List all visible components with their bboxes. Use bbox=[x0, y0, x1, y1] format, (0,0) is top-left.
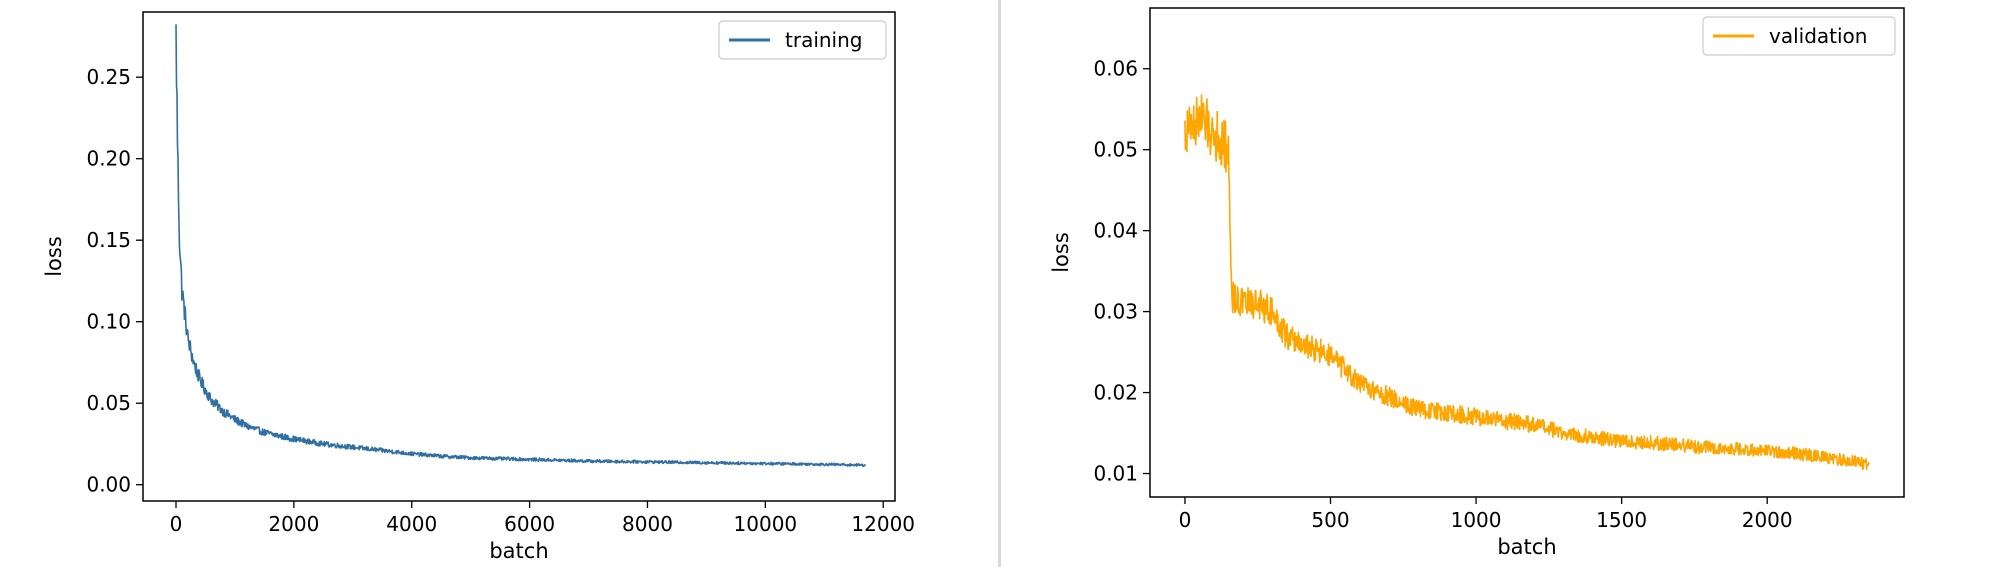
legend-box bbox=[718, 20, 887, 60]
y-tick-label: 0.02 bbox=[1093, 381, 1138, 405]
y-tick-label: 0.25 bbox=[86, 65, 131, 89]
y-axis-label: loss bbox=[1049, 232, 1073, 273]
x-axis-label: batch bbox=[1497, 535, 1556, 559]
legend: training bbox=[718, 20, 887, 60]
panel-divider bbox=[998, 0, 1001, 567]
x-tick-label: 2000 bbox=[1742, 508, 1793, 532]
training-series-line bbox=[175, 24, 866, 468]
y-tick-label: 0.04 bbox=[1093, 219, 1138, 243]
x-tick-label: 0 bbox=[170, 512, 183, 536]
validation-loss-chart: 0 500 1000 1500 2000 0.01 0.02 0.03 0.04 0.05 0.06… bbox=[1049, 7, 1905, 559]
x-axis-label: batch bbox=[489, 539, 548, 563]
validation-chart-panel: 0 500 1000 1500 2000 0.01 0.02 0.03 0.04 0.05 0.06… bbox=[1000, 0, 2000, 567]
y-tick-label: 0.00 bbox=[86, 473, 131, 497]
plot-frame bbox=[142, 11, 896, 502]
y-tick-label: 0.10 bbox=[86, 310, 131, 334]
x-tick-label: 0 bbox=[1179, 508, 1192, 532]
x-tick-label: 4000 bbox=[386, 512, 437, 536]
validation-series-line bbox=[1184, 94, 1870, 471]
y-tick-label: 0.05 bbox=[86, 391, 131, 415]
y-axis-label: loss bbox=[42, 236, 66, 277]
x-tick-label: 12000 bbox=[851, 512, 915, 536]
y-tick-label: 0.05 bbox=[1093, 138, 1138, 162]
x-tick-label: 1000 bbox=[1451, 508, 1502, 532]
y-tick-label: 0.15 bbox=[86, 228, 131, 252]
training-chart-panel: 0 2000 4000 6000 8000 10000 12000 0.00 0.05 0.10 0… bbox=[42, 11, 915, 563]
training-loss-chart: 0 2000 4000 6000 8000 10000 12000 0.00 0.05 0.10 0… bbox=[42, 11, 915, 563]
y-tick-label: 0.03 bbox=[1093, 300, 1138, 324]
legend-label: training bbox=[785, 28, 862, 52]
y-tick-label: 0.20 bbox=[86, 147, 131, 171]
y-tick-label: 0.01 bbox=[1093, 462, 1138, 486]
x-tick-label: 8000 bbox=[622, 512, 673, 536]
legend-box bbox=[1702, 16, 1896, 56]
legend-label: validation bbox=[1769, 24, 1867, 48]
legend: validation bbox=[1702, 16, 1896, 56]
x-tick-label: 2000 bbox=[268, 512, 319, 536]
y-tick-label: 0.06 bbox=[1093, 57, 1138, 81]
x-tick-label: 500 bbox=[1311, 508, 1349, 532]
x-tick-label: 6000 bbox=[504, 512, 555, 536]
x-tick-label: 10000 bbox=[734, 512, 798, 536]
plot-frame bbox=[1149, 7, 1905, 498]
x-tick-label: 1500 bbox=[1596, 508, 1647, 532]
